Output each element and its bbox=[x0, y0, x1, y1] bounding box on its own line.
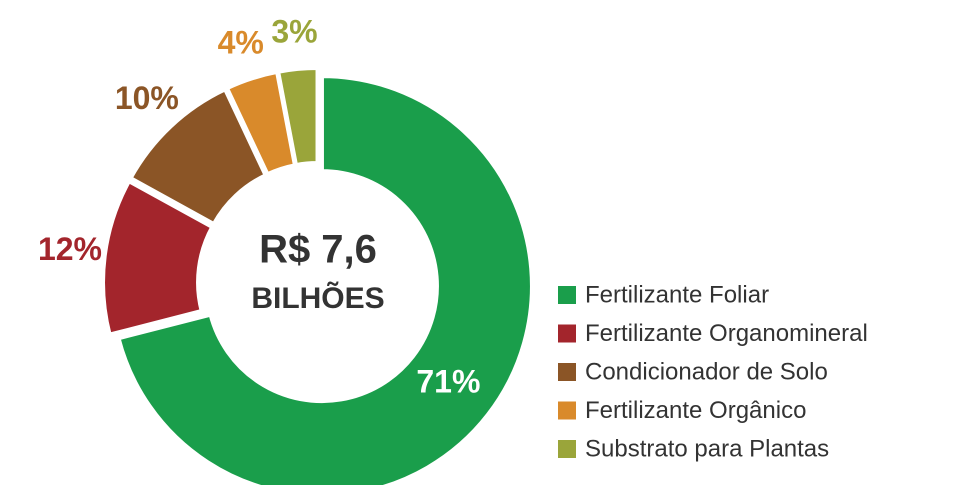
slice-label: 12% bbox=[38, 231, 102, 267]
legend-swatch bbox=[558, 286, 576, 304]
donut-slice bbox=[127, 86, 269, 227]
legend-label: Substrato para Plantas bbox=[585, 435, 829, 462]
slice-label: 71% bbox=[416, 364, 480, 400]
legend-swatch bbox=[558, 440, 576, 458]
donut-slice bbox=[101, 178, 215, 338]
slice-label: 3% bbox=[271, 14, 317, 50]
legend-label: Fertilizante Orgânico bbox=[585, 397, 806, 424]
legend-label: Condicionador de Solo bbox=[585, 358, 828, 385]
legend-label: Fertilizante Organomineral bbox=[585, 320, 868, 347]
legend-swatch bbox=[558, 401, 576, 420]
legend-label: Fertilizante Foliar bbox=[585, 281, 769, 308]
center-unit: BILHÕES bbox=[251, 281, 384, 315]
legend-swatch bbox=[558, 363, 576, 381]
slice-label: 10% bbox=[115, 80, 179, 116]
donut-slice bbox=[116, 74, 534, 485]
donut-slice bbox=[275, 66, 320, 168]
slice-label: 4% bbox=[218, 25, 264, 61]
center-value: R$ 7,6 bbox=[259, 228, 377, 272]
legend-swatch bbox=[558, 324, 576, 343]
